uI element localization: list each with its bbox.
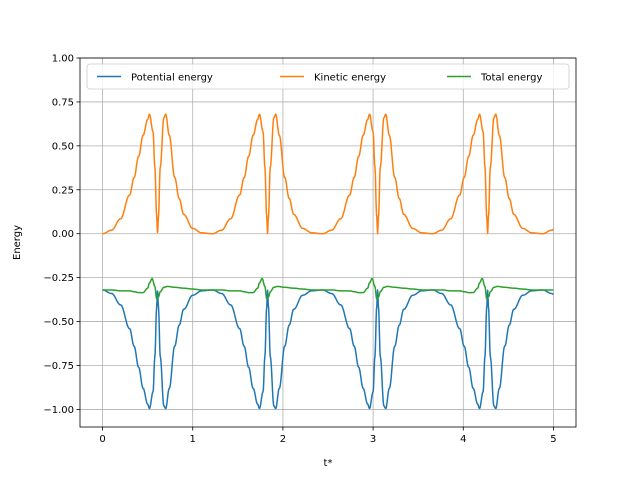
legend-label: Kinetic energy: [314, 73, 386, 84]
series-line-0: [102, 289, 555, 410]
y-tick-label: 0.50: [52, 141, 74, 152]
series-line-2: [102, 277, 554, 300]
legend-label: Total energy: [480, 73, 542, 84]
x-axis-label: t*: [324, 458, 333, 469]
x-tick-label: 5: [550, 434, 556, 445]
y-tick-label: 1.00: [52, 54, 74, 65]
plot-frame: [79, 57, 577, 428]
y-tick-label: 0.00: [52, 229, 74, 240]
x-tick-label: 3: [370, 434, 376, 445]
x-axis-ticks: 0 1 2 3 4 5: [99, 427, 557, 445]
y-axis-ticks: −1.00 −0.75 −0.50 −0.25 0.00 0.25 0.50 0.75 1.00: [43, 54, 80, 416]
legend-label: Potential energy: [131, 73, 213, 84]
x-tick-label: 4: [460, 434, 466, 445]
y-tick-label: 0.25: [52, 185, 74, 196]
y-tick-label: −0.50: [43, 317, 74, 328]
series-line-1: [102, 113, 555, 235]
legend: Potential energy Kinetic energy Total ener…: [86, 63, 570, 90]
series-lines: [102, 113, 555, 410]
y-tick-label: 0.75: [52, 97, 74, 108]
grid: [80, 57, 576, 427]
x-tick-label: 0: [99, 434, 105, 445]
y-tick-label: −0.75: [43, 361, 74, 372]
y-tick-label: −0.25: [43, 273, 74, 284]
legend-box: [86, 63, 570, 90]
y-axis-label: Energy: [12, 225, 23, 260]
y-tick-label: −1.00: [43, 405, 74, 416]
x-tick-label: 1: [190, 434, 196, 445]
x-tick-label: 2: [280, 434, 286, 445]
